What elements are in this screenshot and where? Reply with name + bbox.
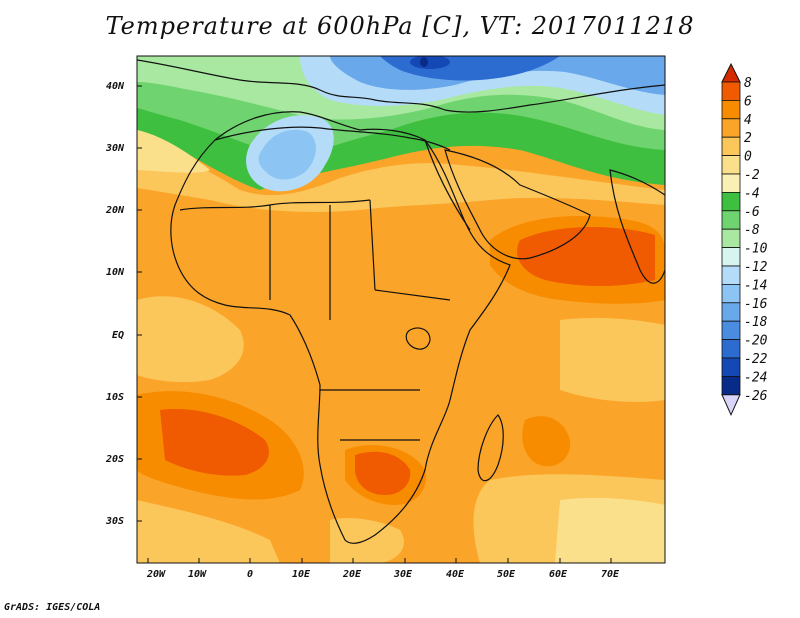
lat-label-10n: 10N — [106, 267, 125, 278]
colorbar-label: 0 — [744, 150, 752, 165]
colorbar-swatch — [721, 210, 741, 230]
colorbar-label: -20 — [744, 334, 768, 349]
colorbar-label: -8 — [744, 223, 760, 238]
longitude-axis: 20W 10W 0 10E 20E 30E 40E 50E 60E 70E — [146, 569, 620, 580]
colorbar-label: 6 — [744, 94, 752, 109]
lon-label-30e: 30E — [393, 569, 413, 580]
colorbar-swatch — [721, 320, 741, 341]
coastlines — [137, 59, 665, 544]
colorbar-swatch — [721, 118, 741, 138]
lat-label-30s: 30S — [105, 516, 124, 527]
colorbar-label: -2 — [744, 168, 760, 183]
footer-credit: GrADS: IGES/COLA — [4, 602, 101, 613]
latitude-axis: 40N 30N 20N 10N EQ 10S 20S 30S — [105, 81, 125, 527]
colorbar-swatch — [721, 100, 741, 120]
colorbar-swatch — [721, 136, 741, 156]
temperature-field — [137, 56, 665, 563]
colorbar-swatch — [721, 81, 741, 101]
plot-frame — [136, 55, 666, 564]
colorbar-swatch — [721, 302, 741, 322]
colorbar-swatch — [721, 357, 741, 377]
colorbar-swatch — [721, 265, 741, 285]
colorbar-label: -12 — [744, 260, 768, 275]
colorbar-swatch — [721, 228, 741, 248]
colorbar-label: 2 — [744, 131, 752, 146]
colorbar-label: 4 — [744, 113, 752, 128]
colorbar-swatch — [721, 155, 741, 175]
lat-label-20n: 20N — [105, 205, 125, 216]
colorbar-swatch — [721, 339, 741, 359]
map-title: Temperature at 600hPa [C], VT: 201701121… — [105, 12, 695, 40]
lat-label-20s: 20S — [105, 454, 124, 465]
lon-label-40e: 40E — [446, 569, 465, 580]
colorbar-top-arrow — [721, 62, 741, 83]
colorbar-swatch — [721, 173, 741, 193]
colorbar-label: 8 — [744, 76, 752, 91]
colorbar-label: -6 — [744, 205, 760, 220]
colorbar-label: -22 — [744, 352, 768, 367]
lon-label-70e: 70E — [601, 569, 620, 580]
lon-label-20e: 20E — [342, 569, 362, 580]
colorbar-label: -4 — [744, 186, 760, 201]
lat-label-eq: EQ — [112, 330, 124, 341]
colorbar-label: -18 — [744, 315, 768, 330]
lon-label-20w: 20W — [146, 569, 166, 580]
colorbar: 8 6 4 2 0 -2 -4 -6 -8 -10 -12 -14 -16 -18 -20 -22 -24 -26 — [721, 62, 768, 417]
lon-label-0: 0 — [247, 569, 253, 580]
lat-label-40n: 40N — [106, 81, 125, 92]
lon-label-60e: 60E — [549, 569, 568, 580]
colorbar-label: -10 — [744, 242, 768, 257]
lon-label-50e: 50E — [497, 569, 516, 580]
colorbar-swatch — [721, 283, 741, 304]
colorbar-swatch — [721, 191, 741, 212]
colorbar-label: -16 — [744, 297, 768, 312]
colorbar-label: -26 — [744, 389, 768, 404]
lon-label-10e: 10E — [292, 569, 311, 580]
colorbar-bottom-arrow — [721, 394, 741, 417]
colorbar-swatch — [721, 247, 741, 267]
colorbar-label: -14 — [744, 278, 767, 293]
colorbar-swatch — [721, 375, 741, 396]
lat-label-30n: 30N — [105, 143, 125, 154]
axis-ticks — [137, 85, 612, 563]
lon-label-10w: 10W — [188, 569, 207, 580]
lat-label-10s: 10S — [106, 392, 124, 403]
colorbar-label: -24 — [744, 370, 767, 385]
